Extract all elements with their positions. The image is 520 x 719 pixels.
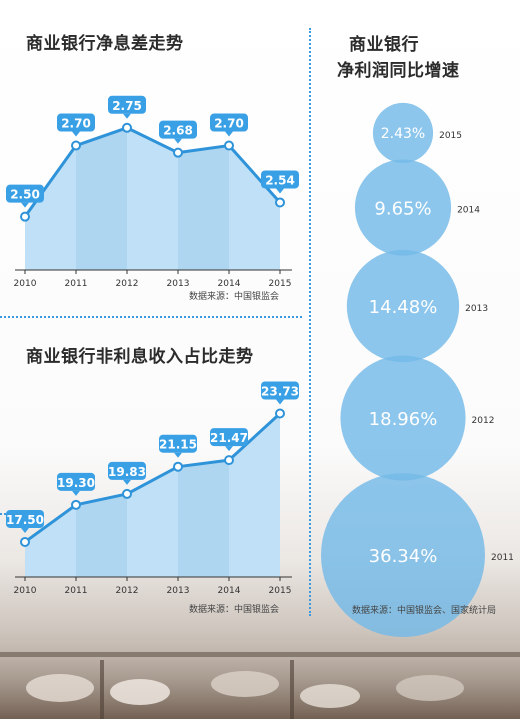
chart1-point — [224, 140, 234, 151]
chart1-data-label: 2.75 — [108, 95, 146, 119]
bubble-year-label: 2013 — [465, 304, 488, 314]
chart2-data-label: 21.15 — [159, 434, 197, 458]
chart1-title: 商业银行净息差走势 — [26, 34, 184, 54]
chart1-tick-label: 2010 — [14, 279, 37, 289]
bubble-year-label: 2014 — [457, 206, 480, 216]
svg-text:19.83: 19.83 — [108, 465, 146, 479]
bubble-2014 — [354, 159, 452, 256]
chart2-tick-label: 2015 — [269, 586, 292, 596]
bubble-title-line1: 商业银行 — [349, 35, 419, 55]
svg-text:21.15: 21.15 — [159, 438, 197, 452]
abacus-photo-background — [0, 640, 520, 719]
svg-text:17.50: 17.50 — [6, 513, 44, 527]
chart1-tick-label: 2012 — [116, 279, 139, 289]
chart1-tick-label: 2015 — [269, 279, 292, 289]
chart1-point — [173, 147, 183, 158]
chart2-tick-label: 2013 — [167, 586, 190, 596]
chart1-area-segment — [127, 127, 178, 271]
chart2-point — [71, 499, 81, 510]
chart2-area-segment — [229, 413, 280, 577]
chart1-svg: 2010 2011 2012 2013 2014 2015 2.50 2.70 2.75 2.68… — [6, 95, 299, 289]
bubble-2011 — [321, 473, 485, 638]
chart2-source: 数据来源：中国银监会 — [189, 605, 280, 615]
bubble-label: 9.65% — [374, 199, 431, 220]
svg-text:2.70: 2.70 — [61, 117, 91, 131]
svg-text:2.75: 2.75 — [112, 99, 142, 113]
chart1-data-label: 2.68 — [159, 120, 197, 144]
chart1-tick-label: 2013 — [167, 279, 190, 289]
bubble-label: 36.34% — [369, 546, 438, 567]
chart2-title: 商业银行非利息收入占比走势 — [26, 347, 254, 367]
svg-text:19.30: 19.30 — [57, 476, 95, 490]
chart1-data-label: 2.50 — [6, 184, 44, 208]
chart2-point — [275, 408, 285, 419]
section-divider-horizontal — [0, 316, 302, 318]
chart1-area-segment — [229, 145, 280, 270]
chart2-area-segment — [178, 460, 229, 577]
bubble-2015 — [372, 102, 434, 164]
section-divider-short — [0, 513, 18, 515]
chart2-data-label: 19.30 — [57, 472, 95, 496]
chart2-tick-label: 2010 — [14, 586, 37, 596]
svg-text:2.54: 2.54 — [265, 173, 295, 187]
chart2-area-segment — [76, 493, 127, 577]
bubble-source: 数据来源：中国银监会、国家统计局 — [352, 606, 497, 616]
chart1-data-label: 2.54 — [261, 170, 299, 194]
chart2-area-segment — [127, 466, 178, 577]
svg-text:23.73: 23.73 — [261, 385, 299, 399]
bubble-year-label: 2015 — [439, 131, 462, 141]
bubble-label: 18.96% — [369, 409, 438, 430]
bubble-year-label: 2011 — [491, 553, 514, 563]
bubble-title-line2: 净利润同比增速 — [337, 61, 460, 81]
chart1-tick-label: 2014 — [218, 279, 241, 289]
chart2-tick-label: 2014 — [218, 586, 241, 596]
section-divider-vertical — [309, 28, 311, 616]
svg-text:2.70: 2.70 — [214, 117, 244, 131]
chart1-data-label: 2.70 — [210, 113, 248, 137]
chart2-data-label: 19.83 — [108, 461, 146, 485]
svg-text:21.47: 21.47 — [210, 431, 248, 445]
chart2-point — [224, 455, 234, 466]
chart1-point — [71, 140, 81, 151]
chart2-tick-label: 2012 — [116, 586, 139, 596]
chart1-data-label: 2.70 — [57, 113, 95, 137]
bubble-2013 — [346, 249, 460, 363]
chart2-data-label: 21.47 — [210, 428, 248, 452]
chart1-tick-label: 2011 — [65, 279, 88, 289]
chart2-area-segment — [25, 504, 76, 577]
svg-text:2.68: 2.68 — [163, 124, 193, 138]
bubble-chart-svg: 2.43% 2015 9.65% 2014 14.48% 2013 18.96% 2012 36… — [321, 102, 514, 638]
chart2-data-label: 23.73 — [261, 381, 299, 405]
chart2-svg: 2010 2011 2012 2013 2014 2015 17.50 19.30 19.83 2… — [6, 381, 299, 596]
bubble-year-label: 2012 — [472, 416, 495, 426]
chart2-point — [173, 461, 183, 472]
bubble-label: 14.48% — [369, 297, 438, 318]
chart1-point — [20, 211, 30, 222]
chart2-point — [20, 536, 30, 547]
chart1-area-segment — [178, 145, 229, 270]
chart1-area-segment — [25, 145, 76, 270]
bubble-label: 2.43% — [381, 126, 425, 142]
chart1-point — [275, 197, 285, 208]
chart1-source: 数据来源：中国银监会 — [189, 292, 280, 302]
chart1-series-line — [23, 126, 282, 218]
chart2-point — [122, 488, 132, 499]
chart1-point — [122, 122, 132, 133]
svg-text:2.50: 2.50 — [10, 188, 40, 202]
chart2-series-line — [24, 412, 282, 544]
bubble-2012 — [340, 355, 466, 481]
chart2-tick-label: 2011 — [65, 586, 88, 596]
chart1-area-segment — [76, 127, 127, 271]
